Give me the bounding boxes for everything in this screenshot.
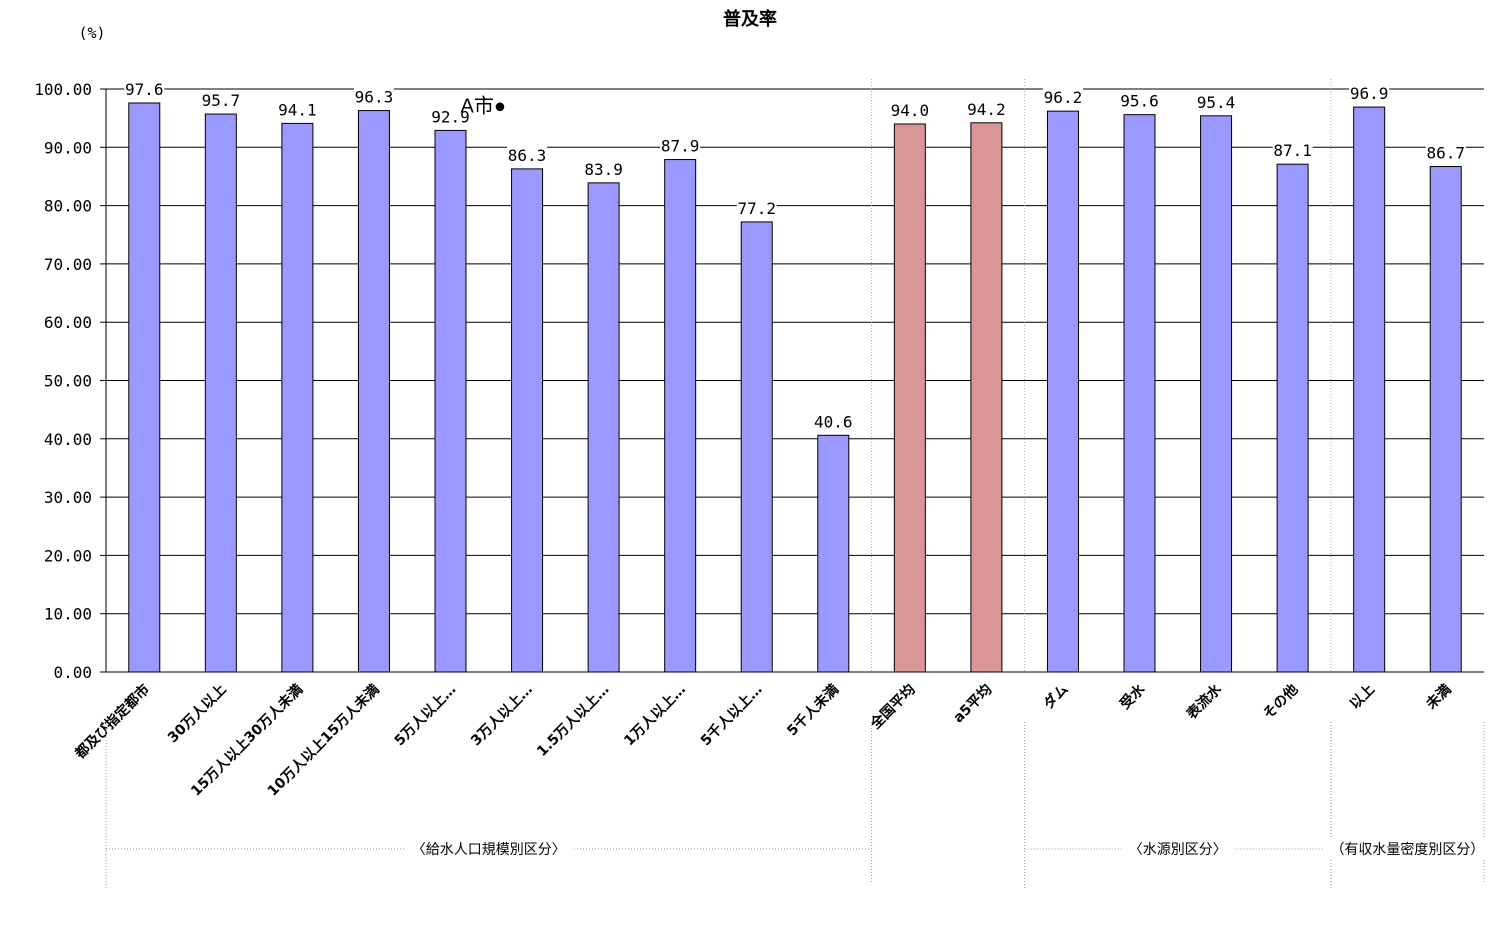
y-tick-label: 100.00 [34, 80, 92, 99]
x-tick-label: 5千人未満 [784, 681, 843, 740]
gridlines [106, 88, 1484, 615]
data-label: 87.9 [661, 137, 700, 156]
y-tick-label: 80.00 [44, 197, 92, 216]
data-label: 97.6 [125, 80, 164, 99]
bar [1046, 110, 1079, 673]
data-label: 86.7 [1426, 144, 1465, 163]
data-label: 96.3 [355, 88, 394, 107]
data-label-bg [1349, 83, 1390, 104]
data-label: 87.1 [1273, 141, 1312, 160]
y-tick-label: 50.00 [44, 372, 92, 391]
bar [1429, 166, 1462, 673]
data-label-bg [736, 197, 777, 218]
x-tick-label: 受水 [1117, 680, 1150, 713]
data-label-bg [889, 99, 930, 120]
highlight-annotation: A市● [461, 94, 506, 117]
data-label-bg [277, 99, 318, 120]
data-label: 40.6 [814, 412, 853, 431]
x-tick-label: 5万人以上… [391, 681, 459, 749]
data-label: 94.2 [967, 100, 1006, 119]
y-tick-label: 30.00 [44, 488, 92, 507]
x-tick-label: 3万人以上… [467, 681, 535, 749]
bar [740, 221, 773, 673]
bar [128, 102, 161, 673]
data-label-bg [1196, 91, 1237, 112]
data-label-bg [1042, 87, 1083, 108]
axes [105, 89, 1484, 673]
data-label: 95.4 [1197, 93, 1236, 112]
data-label-bg [813, 411, 854, 432]
data-label-bg [583, 158, 624, 179]
bar [281, 122, 314, 673]
data-label: 95.6 [1120, 92, 1159, 111]
y-axis-unit-label: (%) [78, 24, 105, 42]
bar [1353, 106, 1386, 673]
x-tick-label: 以上 [1347, 682, 1378, 713]
data-label-bg [200, 90, 241, 111]
y-tick-label: 70.00 [44, 255, 92, 274]
data-label: 94.0 [891, 101, 930, 120]
group-label: （有収水量密度別区分） [1330, 841, 1484, 858]
bar [970, 122, 1003, 673]
data-label: 96.2 [1044, 88, 1083, 107]
bar [1123, 114, 1156, 673]
data-label: 94.1 [278, 100, 317, 119]
bar [204, 113, 237, 673]
y-tick-label: 20.00 [44, 546, 92, 565]
data-label: 95.7 [202, 91, 241, 110]
y-tick-label: 90.00 [44, 138, 92, 157]
x-tick-label: a5平均 [950, 681, 995, 726]
x-tick-label: 1.5万人以上… [533, 681, 612, 760]
data-label: 83.9 [584, 160, 623, 179]
bar [434, 129, 467, 673]
data-label-bg [660, 135, 701, 156]
x-tick-label: その他 [1260, 681, 1302, 723]
data-label-bg [353, 86, 394, 107]
data-label-bg [1272, 140, 1313, 161]
group-label: 〈水源別区分〉 [1129, 842, 1227, 858]
x-tick-label: 1万人以上… [621, 681, 689, 749]
chart-title: 普及率 [723, 8, 777, 30]
data-labels: 97.6 95.7 94.1 96.3 92.9 86.3 83.9 87.9 77.2 40.6… [124, 78, 1466, 432]
y-tick-label: 60.00 [44, 313, 92, 332]
y-tick-label: 0.00 [53, 663, 92, 682]
x-tick-label: ダム [1040, 681, 1072, 713]
y-axis-ticks: 0.00 10.00 20.00 30.00 40.00 50.00 60.00 70.00 8… [34, 80, 106, 682]
x-tick-label: 未満 [1423, 681, 1455, 713]
data-label-bg [430, 106, 471, 127]
y-tick-label: 40.00 [44, 430, 92, 449]
bar [587, 182, 620, 673]
data-label-bg [1119, 90, 1160, 111]
data-label-bg [1425, 142, 1466, 163]
bar [817, 434, 850, 673]
bar [1200, 115, 1233, 673]
x-tick-label: 30万人以上 [164, 681, 229, 746]
data-label-bg [966, 98, 1007, 119]
data-label-bg [507, 144, 548, 165]
bars [128, 102, 1462, 673]
bar [511, 168, 544, 673]
bar [1276, 163, 1309, 673]
group-label: 〈給水人口規模別区分〉 [412, 842, 566, 858]
data-label: 86.3 [508, 146, 547, 165]
y-tick-label: 10.00 [44, 605, 92, 624]
data-label: 96.9 [1350, 84, 1389, 103]
data-label: 77.2 [737, 199, 776, 218]
x-tick-label: 表流水 [1182, 680, 1225, 723]
bar [357, 110, 390, 673]
x-tick-label: 都及び指定都市 [71, 681, 153, 763]
bar [893, 123, 926, 673]
data-label: 92.9 [431, 107, 470, 126]
group-label-bg [1324, 838, 1491, 860]
group-label-bg [405, 838, 572, 860]
x-tick-label: 5千人以上… [697, 681, 765, 749]
bar [664, 159, 697, 673]
x-tick-label: 全国平均 [866, 681, 918, 733]
group-label-bg [1122, 838, 1233, 860]
group-brackets: 〈給水人口規模別区分〉 〈水源別区分〉 （有収水量密度別区分） [105, 79, 1491, 890]
data-label-bg [124, 78, 165, 99]
